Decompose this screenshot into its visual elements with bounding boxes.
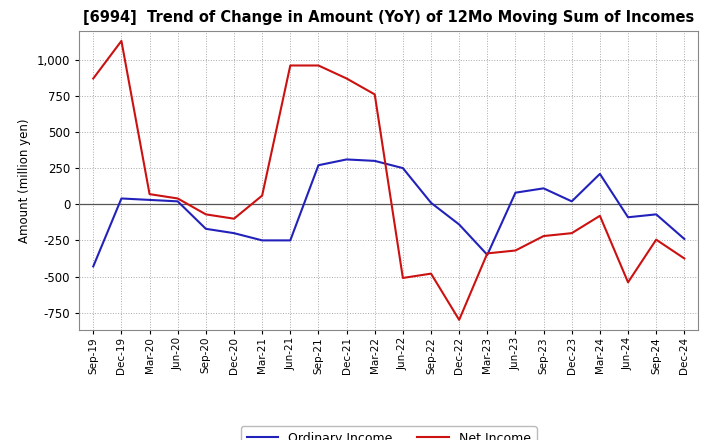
Net Income: [145, 191, 154, 197]
Net Income: [202, 212, 210, 217]
Ordinary Income: [483, 252, 492, 257]
Ordinary Income: [567, 199, 576, 204]
Y-axis label: Amount (million yen): Amount (million yen): [18, 118, 31, 242]
Line: Ordinary Income: Ordinary Income: [94, 159, 684, 266]
Ordinary Income: [174, 199, 182, 204]
Net Income: [624, 280, 632, 285]
Net Income: [314, 63, 323, 68]
Ordinary Income: [511, 190, 520, 195]
Net Income: [258, 193, 266, 198]
Net Income: [455, 317, 464, 323]
Title: [6994]  Trend of Change in Amount (YoY) of 12Mo Moving Sum of Incomes: [6994] Trend of Change in Amount (YoY) o…: [84, 11, 694, 26]
Ordinary Income: [399, 165, 408, 171]
Ordinary Income: [342, 157, 351, 162]
Net Income: [370, 92, 379, 97]
Net Income: [539, 233, 548, 238]
Legend: Ordinary Income, Net Income: Ordinary Income, Net Income: [240, 426, 537, 440]
Net Income: [595, 213, 604, 218]
Net Income: [174, 196, 182, 201]
Ordinary Income: [539, 186, 548, 191]
Net Income: [567, 231, 576, 236]
Ordinary Income: [286, 238, 294, 243]
Ordinary Income: [202, 226, 210, 231]
Ordinary Income: [370, 158, 379, 164]
Net Income: [230, 216, 238, 221]
Ordinary Income: [455, 222, 464, 227]
Ordinary Income: [314, 163, 323, 168]
Net Income: [652, 237, 660, 242]
Ordinary Income: [624, 215, 632, 220]
Net Income: [89, 76, 98, 81]
Ordinary Income: [89, 264, 98, 269]
Net Income: [342, 76, 351, 81]
Ordinary Income: [595, 171, 604, 176]
Net Income: [680, 256, 688, 261]
Net Income: [483, 251, 492, 256]
Ordinary Income: [258, 238, 266, 243]
Net Income: [511, 248, 520, 253]
Ordinary Income: [680, 236, 688, 242]
Net Income: [117, 38, 126, 44]
Ordinary Income: [427, 200, 436, 205]
Line: Net Income: Net Income: [94, 41, 684, 320]
Ordinary Income: [145, 197, 154, 202]
Net Income: [286, 63, 294, 68]
Net Income: [427, 271, 436, 276]
Ordinary Income: [117, 196, 126, 201]
Ordinary Income: [230, 231, 238, 236]
Net Income: [399, 275, 408, 281]
Ordinary Income: [652, 212, 660, 217]
